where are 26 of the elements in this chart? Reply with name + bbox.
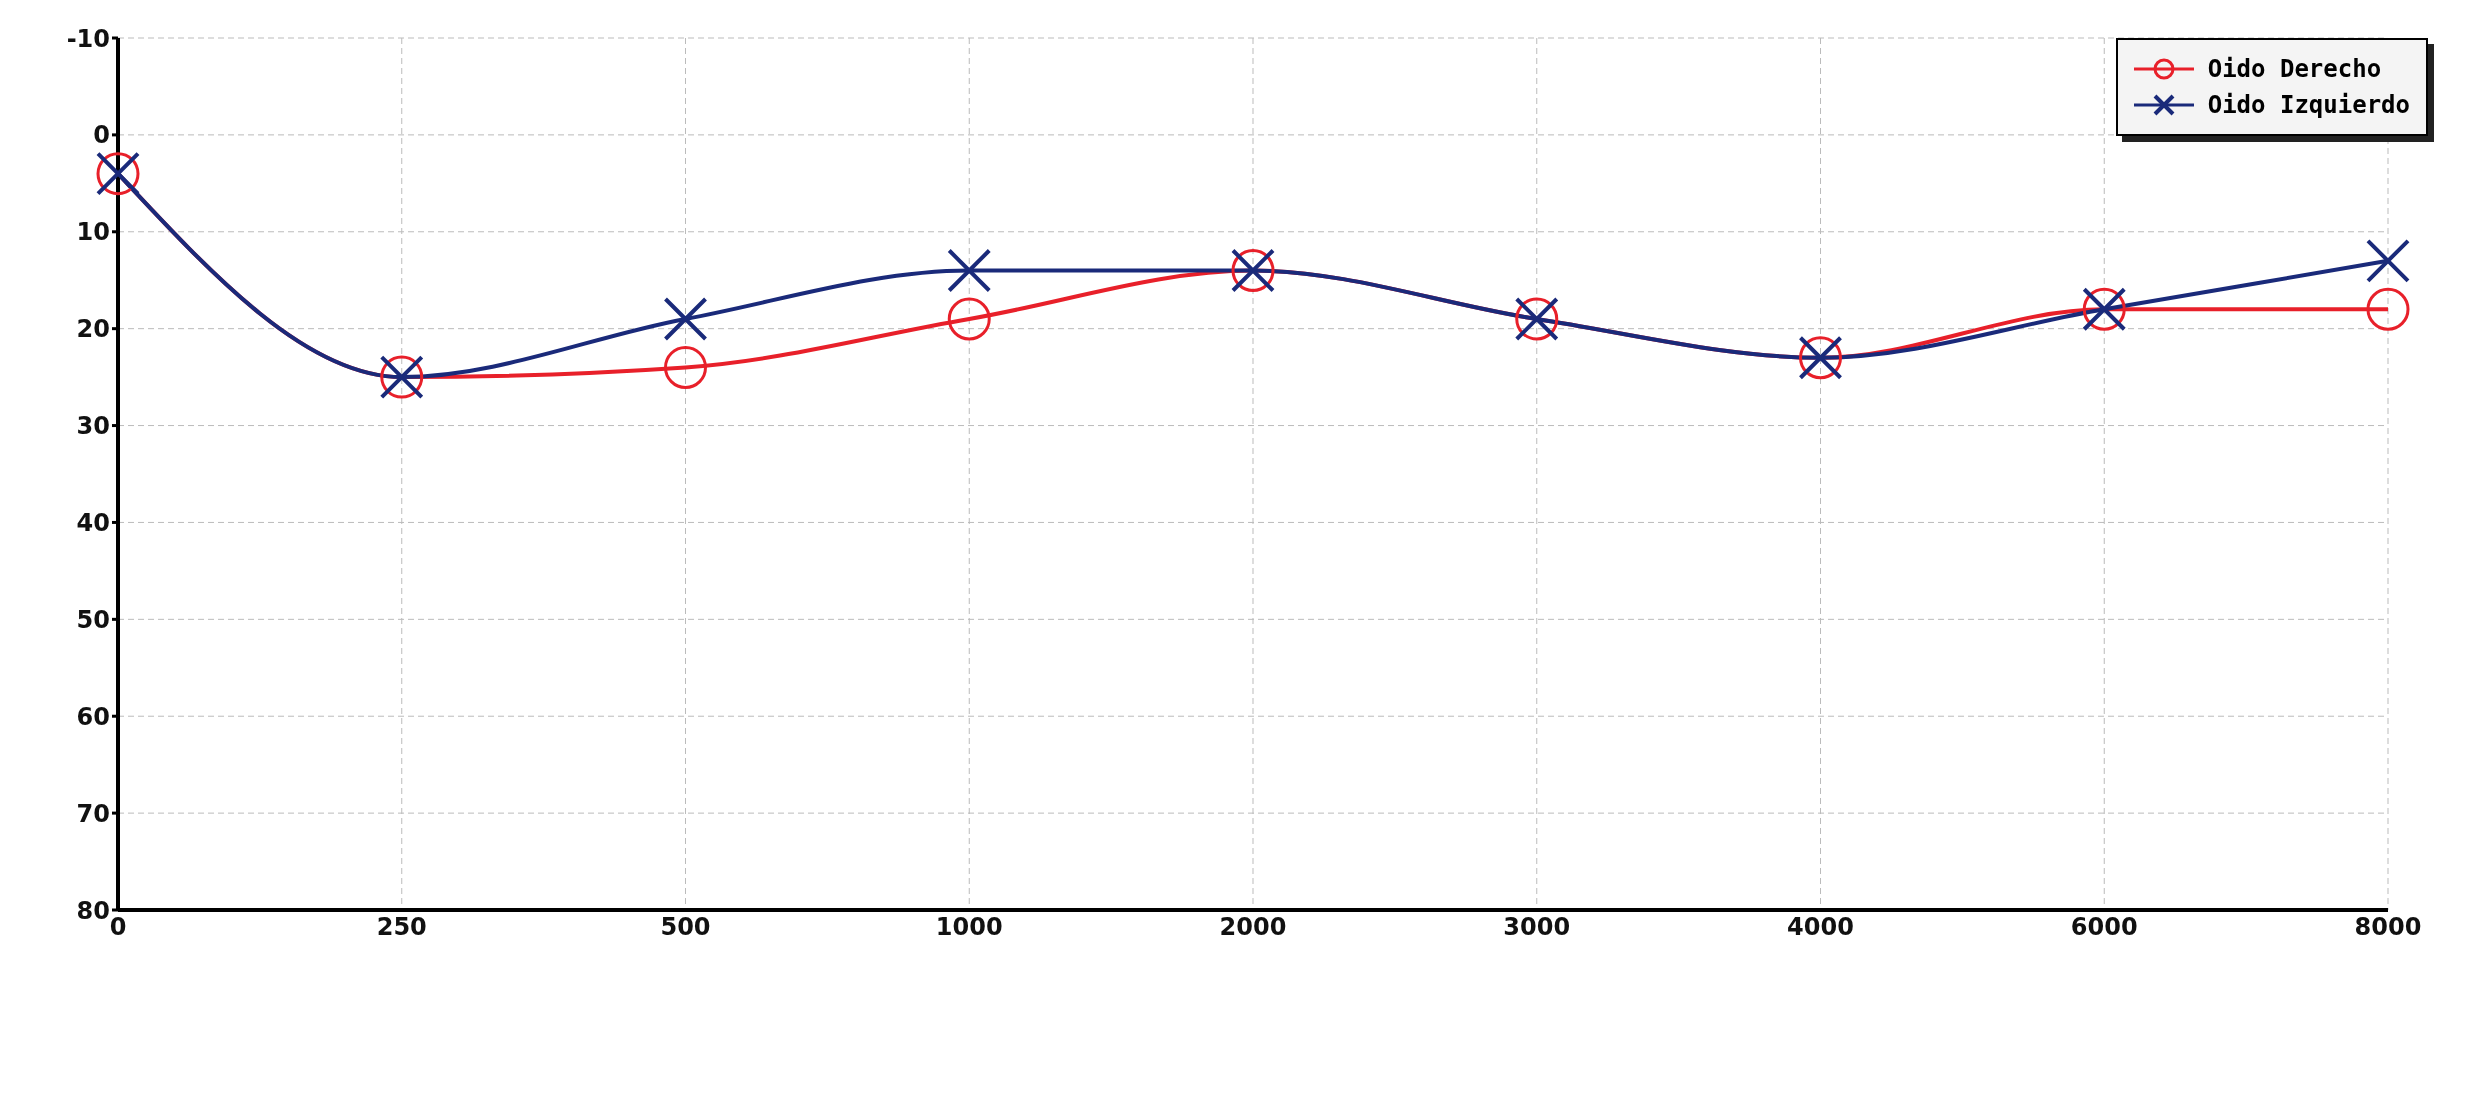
- x-tick-label: 500: [660, 913, 711, 942]
- y-tick-label: -10: [66, 24, 110, 53]
- point: [2366, 238, 2410, 283]
- point: [947, 248, 992, 293]
- y-tick-label: 0: [93, 121, 110, 150]
- point: [947, 297, 991, 341]
- x-tick-label: 250: [376, 913, 427, 942]
- y-tick-label: 70: [76, 799, 110, 828]
- x-tick-label: 1000: [935, 913, 1003, 942]
- x-tick-label: 4000: [1787, 913, 1854, 942]
- point: [664, 345, 707, 389]
- x-tick-label: 8000: [2354, 913, 2422, 942]
- x-tick-label: 3000: [1503, 913, 1571, 942]
- legend-label: Oido Izquierdo: [2207, 91, 2410, 119]
- y-tick-label: 10: [76, 218, 110, 247]
- y-tick-label: 80: [76, 896, 110, 925]
- y-tick-label: 50: [76, 605, 110, 634]
- point: [663, 296, 708, 341]
- x-tick-label: 6000: [2070, 913, 2138, 942]
- y-tick-label: 30: [76, 412, 110, 441]
- y-tick-label: 40: [76, 508, 110, 537]
- y-tick-label: 60: [76, 702, 110, 731]
- point: [2366, 287, 2410, 331]
- y-tick-label: 20: [76, 315, 110, 344]
- legend-label: Oido Derecho: [2207, 55, 2382, 83]
- x-tick-label: 2000: [1219, 913, 1287, 942]
